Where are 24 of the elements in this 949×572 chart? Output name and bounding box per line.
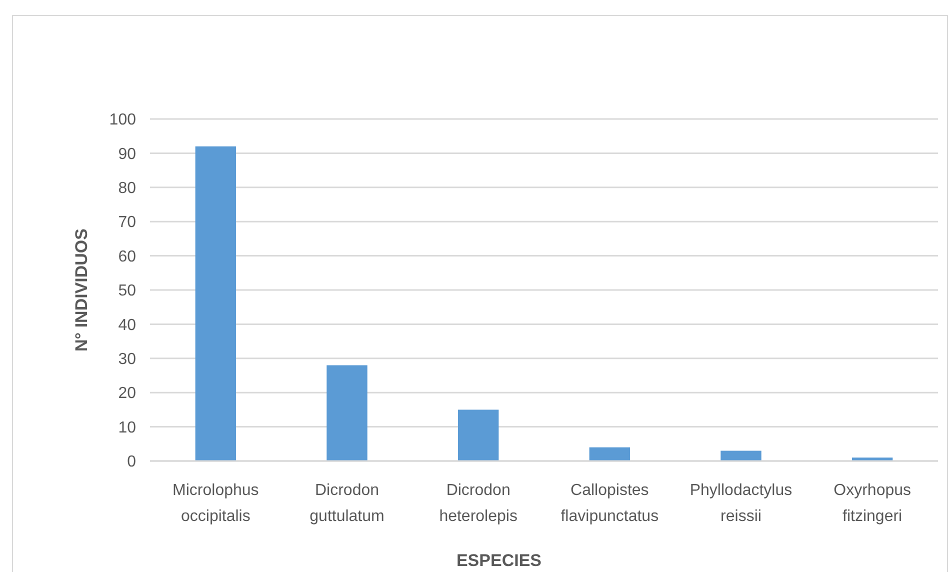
y-tick-label: 20: [118, 385, 136, 402]
y-tick-label: 70: [118, 214, 136, 232]
bar: [195, 146, 236, 461]
bar: [589, 447, 630, 461]
y-tick-label: 60: [118, 248, 136, 266]
x-axis-title: ESPECIES: [456, 551, 542, 570]
x-tick-label: Dicrodon heterolepis: [439, 482, 518, 525]
y-tick-label: 30: [118, 351, 136, 368]
y-axis-title: N° INDIVIDUOS: [72, 228, 91, 352]
x-tick-label: Oxyrhopus fitzingeri: [834, 482, 912, 525]
bar: [458, 410, 499, 461]
x-tick-label: Microlophus occipitalis: [172, 482, 259, 525]
x-tick-label: Callopistes flavipunctatus: [560, 482, 659, 525]
y-tick-label: 40: [118, 316, 136, 334]
y-tick-label: 80: [118, 180, 136, 197]
bar: [720, 450, 762, 461]
y-tick-label: 100: [109, 112, 136, 129]
bar: [326, 365, 368, 461]
y-tick-label: 90: [118, 146, 136, 163]
y-tick-label: 0: [127, 454, 136, 471]
y-tick-label: 10: [118, 419, 136, 436]
x-tick-label: Phyllodactylus reissii: [690, 482, 792, 525]
x-tick-label: Dicrodon guttulatum: [310, 482, 384, 525]
y-tick-label: 50: [118, 282, 136, 300]
